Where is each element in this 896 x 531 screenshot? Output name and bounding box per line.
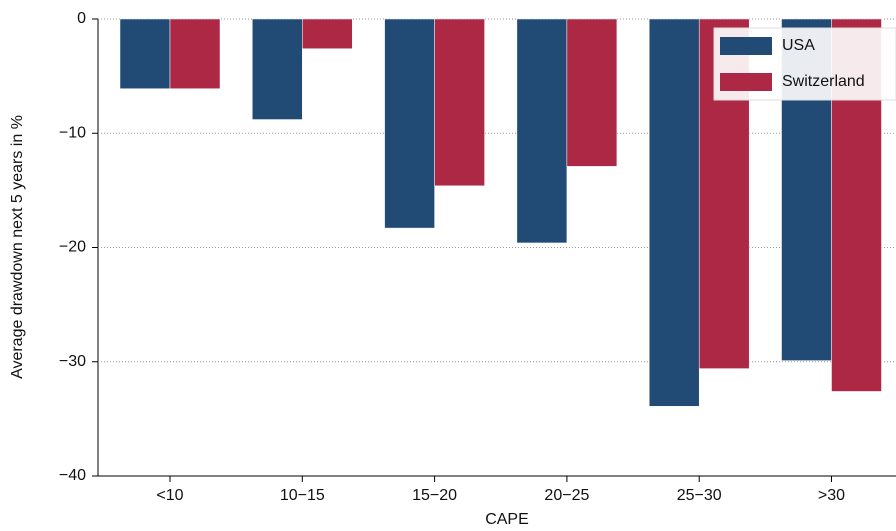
y-axis-label: Average drawdown next 5 years in % [9,115,26,379]
x-axis-label: CAPE [485,511,529,528]
y-tick-label: −40 [59,467,86,484]
y-tick-label: −10 [59,124,86,141]
y-tick-label: −30 [59,353,86,370]
bar [169,18,221,89]
bar [434,18,485,187]
x-tick-label: 25−30 [677,487,722,504]
bar [384,18,435,229]
legend-swatch [720,73,772,91]
x-tick-label: <10 [156,487,183,504]
bar [302,18,353,49]
x-tick-label: 20−25 [544,487,589,504]
x-tick-label: 10−15 [280,487,325,504]
y-tick-label: −20 [59,239,86,256]
bar [566,18,618,167]
bar [648,18,700,407]
legend-swatch [720,37,772,55]
legend-label: USA [782,37,815,54]
x-tick-label: 15−20 [412,487,457,504]
bar [252,18,303,120]
legend-label: Switzerland [782,73,865,90]
bar [119,18,171,89]
x-tick-label: >30 [818,487,845,504]
bar [516,18,568,244]
y-tick-label: 0 [77,10,86,27]
